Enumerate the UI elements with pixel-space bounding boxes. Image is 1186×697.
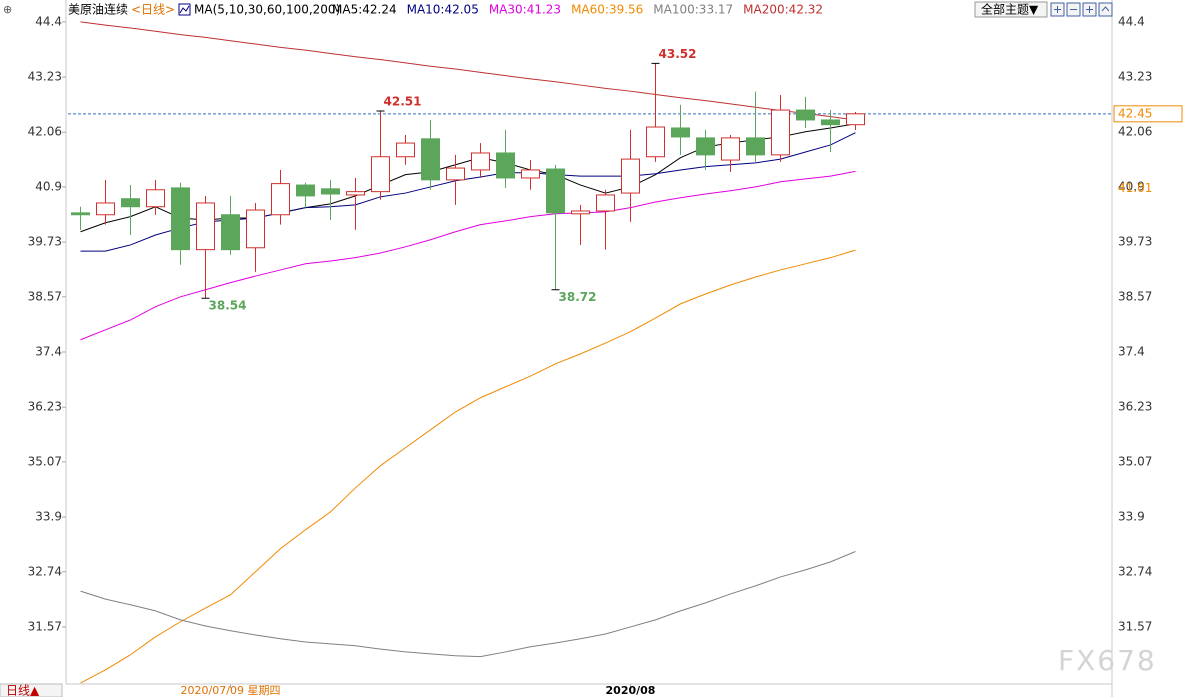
y2-tick-label: 43.23: [1118, 70, 1152, 84]
y-tick-label: 31.57: [28, 619, 62, 633]
last-price-box: [1113, 105, 1183, 123]
y2-tick-label: 44.4: [1118, 14, 1145, 28]
tool-icons: [1054, 6, 1110, 13]
candle-body: [171, 187, 190, 251]
candle-body: [296, 184, 315, 197]
y2-tick-label: 37.4: [1118, 344, 1145, 358]
candle-body: [571, 210, 590, 215]
y-tick-label: 37.4: [35, 344, 62, 358]
annotation-label: 38.72: [559, 290, 597, 304]
candle-body: [596, 194, 615, 212]
y-tick-label: 39.73: [28, 235, 62, 249]
candle-body: [221, 214, 240, 251]
candle-body: [196, 202, 215, 251]
y2-tick-label: 32.74: [1118, 564, 1152, 578]
candle-body: [71, 212, 90, 216]
candle-body: [696, 137, 715, 156]
y2-tick-label: 38.57: [1118, 289, 1152, 303]
candle-body: [321, 188, 340, 195]
y-tick-label: 36.23: [28, 400, 62, 414]
y2-tick-label: 31.57: [1118, 619, 1152, 633]
candle-body: [671, 127, 690, 138]
y2-tick-label: 39.73: [1118, 235, 1152, 249]
ma-line: [80, 249, 856, 684]
candle-body: [96, 202, 115, 216]
y-tick-label: 33.9: [35, 510, 62, 524]
candle-body: [771, 109, 790, 156]
annotation-label: 43.52: [659, 47, 697, 61]
candle-body: [471, 152, 490, 171]
last-price-label: 42.45: [1118, 106, 1152, 120]
legend-entry: MA100:33.17: [653, 3, 733, 17]
candle-body: [421, 138, 440, 181]
watermark: FX678: [1058, 644, 1157, 677]
candle-body: [396, 142, 415, 158]
tool-button[interactable]: [1098, 2, 1113, 17]
y-tick-label: 42.06: [28, 125, 62, 139]
candle-body: [546, 168, 565, 214]
y2-tick-label: 40.9: [1118, 179, 1145, 193]
indicator-label: MA(5,10,30,60,100,200): [194, 3, 340, 17]
legend-entry: MA10:42.05: [407, 3, 479, 17]
candle-body: [621, 158, 640, 194]
y-tick-label: 43.23: [28, 70, 62, 84]
instrument-title: 美原油连续: [68, 2, 128, 17]
x-tick-label: 2020/07/09 星期四: [181, 684, 281, 697]
annotation-label: 38.54: [209, 299, 247, 313]
candle-body: [521, 169, 540, 179]
indicator-icon-line: [179, 5, 190, 14]
ma-line: [80, 170, 856, 341]
highlight-label: 41.01: [1118, 181, 1152, 195]
legend-entry: MA30:41.23: [489, 3, 561, 17]
y2-tick-label: 35.07: [1118, 454, 1152, 468]
legend-entry: MA200:42.32: [743, 3, 823, 17]
period-button[interactable]: [0, 683, 63, 697]
annotation-label: 42.51: [384, 94, 422, 108]
candle-body: [721, 137, 740, 161]
candle-body: [821, 119, 840, 126]
candle-body: [271, 183, 290, 216]
theme-button-label: 全部主题▼: [981, 2, 1039, 17]
theme-button[interactable]: [974, 1, 1048, 18]
y-tick-label: 35.07: [28, 454, 62, 468]
legend-entry: MA5:42.24: [332, 3, 397, 17]
candle-body: [796, 109, 815, 121]
candle-body: [346, 191, 365, 196]
candle-body: [446, 167, 465, 181]
candle-body: [846, 113, 865, 126]
period-label: <日线>: [131, 3, 175, 17]
y-tick-label: 44.4: [35, 14, 62, 28]
y-tick-label: 40.9: [35, 179, 62, 193]
period-button-label: 日线▲: [6, 684, 40, 697]
y2-tick-label: 42.06: [1118, 125, 1152, 139]
ma-line: [80, 21, 856, 121]
x-tick-label: 2020/08: [606, 684, 656, 697]
tool-buttons: [1050, 2, 1113, 17]
y-tick-label: 38.57: [28, 289, 62, 303]
legend-entry: MA60:39.56: [571, 3, 643, 17]
y2-tick-label: 36.23: [1118, 400, 1152, 414]
candle-body: [496, 152, 515, 179]
candle-body: [371, 156, 390, 193]
candle-body: [121, 198, 140, 208]
y2-tick-label: 33.9: [1118, 510, 1145, 524]
crosshair-icon[interactable]: ⊕: [3, 3, 12, 16]
ma-line: [80, 551, 856, 658]
candle-body: [646, 126, 665, 158]
candle-body: [246, 209, 265, 249]
candle-body: [146, 189, 165, 208]
y-tick-label: 32.74: [28, 564, 62, 578]
candle-body: [746, 137, 765, 156]
